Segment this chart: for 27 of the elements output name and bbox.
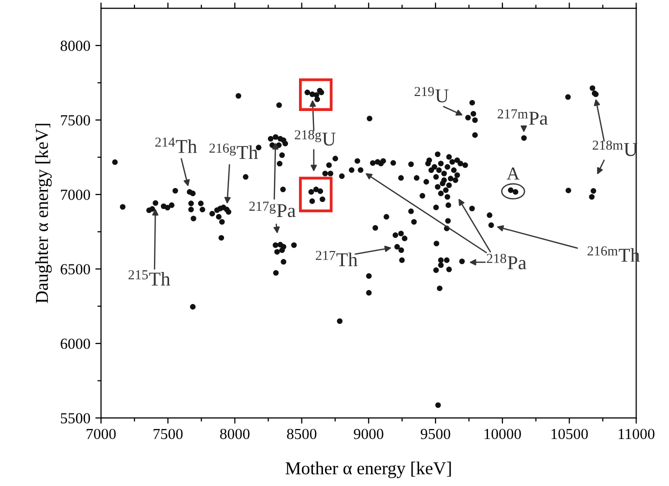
- annotation: $^{217m}$Pa: [498, 109, 548, 125]
- x-tick-label: 9500: [420, 428, 450, 440]
- annotation: $^{219}$U: [414, 86, 449, 102]
- annotation: $^{218g}$U: [294, 130, 336, 146]
- x-tick-label: 8000: [220, 428, 250, 440]
- annotation: $^{217}$Th: [316, 250, 358, 266]
- y-tick-label: 7500: [61, 115, 90, 126]
- y-tick-label: 5500: [60, 413, 90, 424]
- annotation: $^{215}$Th: [128, 270, 170, 286]
- x-tick-label: 9000: [354, 428, 384, 440]
- annotation: $^{214}$Th: [155, 138, 197, 153]
- x-axis-title: Mother α energy [keV]: [286, 462, 451, 478]
- x-tick-label: 7500: [154, 428, 183, 440]
- x-tick-label: 10000: [484, 428, 521, 440]
- y-tick-label: 6000: [60, 338, 90, 349]
- y-tick-label: 8000: [60, 40, 90, 51]
- x-tick-label: 11000: [618, 428, 654, 440]
- annotation: $^{217g}$Pa: [249, 202, 296, 218]
- x-tick-label: 10500: [552, 428, 588, 440]
- x-tick-label: 7000: [86, 428, 116, 440]
- y-axis-title: Daughter α energy [keV]: [35, 124, 52, 304]
- y-tick-label: 7000: [61, 190, 90, 200]
- x-tick-label: 8500: [287, 428, 316, 440]
- annotation: $^{216g}$Th: [209, 144, 258, 159]
- annotation: $^{218}$Pa: [486, 254, 526, 270]
- y-tick-label: 6500: [60, 264, 90, 274]
- annotation: A: [506, 168, 520, 180]
